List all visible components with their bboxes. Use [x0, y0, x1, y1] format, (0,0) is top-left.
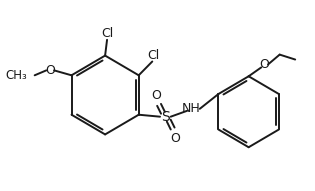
- Text: O: O: [45, 64, 55, 77]
- Text: Cl: Cl: [147, 49, 159, 62]
- Text: CH₃: CH₃: [5, 69, 27, 82]
- Text: O: O: [151, 88, 161, 101]
- Text: S: S: [162, 110, 170, 124]
- Text: O: O: [259, 58, 269, 71]
- Text: NH: NH: [182, 102, 200, 115]
- Text: O: O: [171, 132, 180, 145]
- Text: Cl: Cl: [101, 28, 113, 40]
